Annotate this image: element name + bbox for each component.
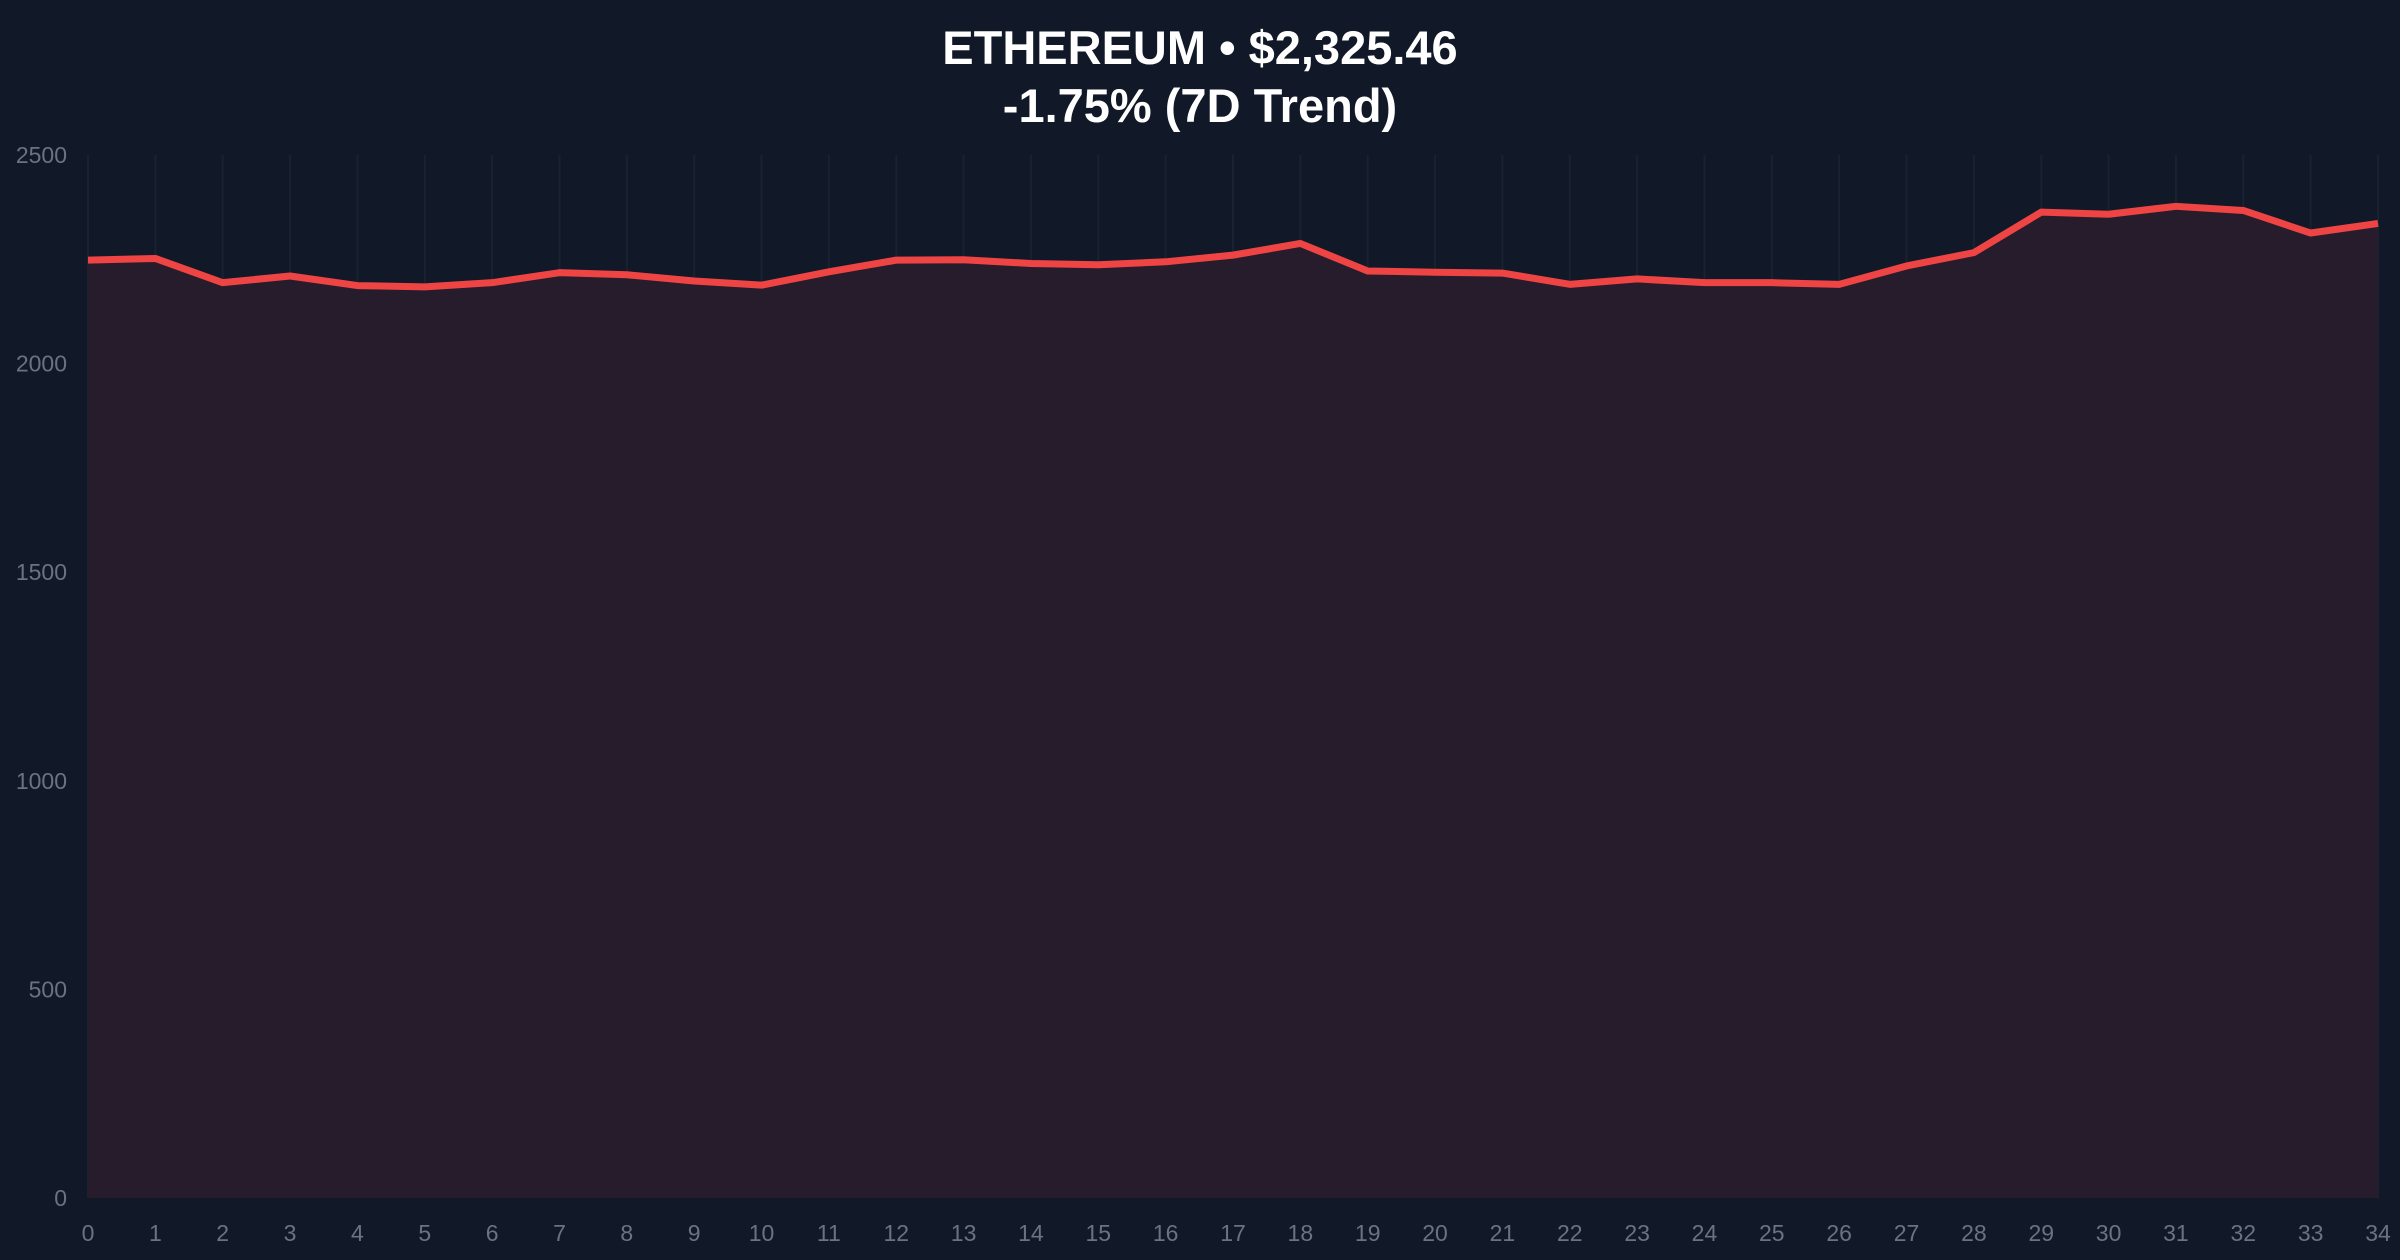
x-tick-label: 21: [1490, 1220, 1516, 1246]
x-tick-label: 8: [620, 1220, 633, 1246]
x-tick-label: 27: [1894, 1220, 1920, 1246]
x-tick-label: 1: [149, 1220, 162, 1246]
chart-subtitle: -1.75% (7D Trend): [1003, 79, 1397, 132]
x-tick-label: 30: [2096, 1220, 2122, 1246]
x-tick-label: 33: [2298, 1220, 2324, 1246]
chart-title: ETHEREUM • $2,325.46: [942, 21, 1457, 74]
x-tick-label: 20: [1422, 1220, 1448, 1246]
x-tick-label: 6: [486, 1220, 499, 1246]
x-tick-label: 12: [883, 1220, 909, 1246]
x-tick-label: 0: [82, 1220, 95, 1246]
x-tick-label: 9: [688, 1220, 701, 1246]
x-tick-label: 25: [1759, 1220, 1785, 1246]
y-tick-label: 2000: [16, 351, 67, 377]
y-tick-label: 500: [29, 976, 67, 1002]
x-tick-label: 5: [418, 1220, 431, 1246]
x-tick-label: 34: [2365, 1220, 2391, 1246]
x-tick-label: 4: [351, 1220, 364, 1246]
y-tick-label: 2500: [16, 142, 67, 168]
x-tick-label: 19: [1355, 1220, 1381, 1246]
x-tick-label: 17: [1220, 1220, 1246, 1246]
x-tick-label: 24: [1692, 1220, 1718, 1246]
y-tick-label: 1000: [16, 768, 67, 794]
x-axis: 0 1 2 3 4 5 6 7 8 9 10 11 12 13 14 15 16 17 18 19 20 21 22 23 24…: [82, 1220, 2391, 1246]
x-tick-label: 11: [817, 1220, 841, 1246]
x-tick-label: 23: [1624, 1220, 1650, 1246]
x-tick-label: 15: [1085, 1220, 1111, 1246]
x-tick-label: 14: [1018, 1220, 1044, 1246]
x-tick-label: 13: [951, 1220, 977, 1246]
area-layer: [87, 202, 2379, 1198]
x-tick-label: 28: [1961, 1220, 1987, 1246]
x-tick-label: 29: [2028, 1220, 2054, 1246]
x-tick-label: 31: [2163, 1220, 2189, 1246]
x-tick-label: 22: [1557, 1220, 1583, 1246]
x-tick-label: 7: [553, 1220, 566, 1246]
y-axis: 0 500 1000 1500 2000 2500: [16, 142, 67, 1211]
x-tick-label: 3: [284, 1220, 297, 1246]
x-tick-label: 10: [749, 1220, 775, 1246]
y-tick-label: 1500: [16, 559, 67, 585]
x-tick-label: 16: [1153, 1220, 1179, 1246]
x-tick-label: 32: [2230, 1220, 2256, 1246]
y-tick-label: 0: [54, 1185, 67, 1211]
area-fill: [88, 206, 2378, 1198]
x-tick-label: 18: [1288, 1220, 1314, 1246]
x-tick-label: 2: [216, 1220, 229, 1246]
x-tick-label: 26: [1826, 1220, 1852, 1246]
